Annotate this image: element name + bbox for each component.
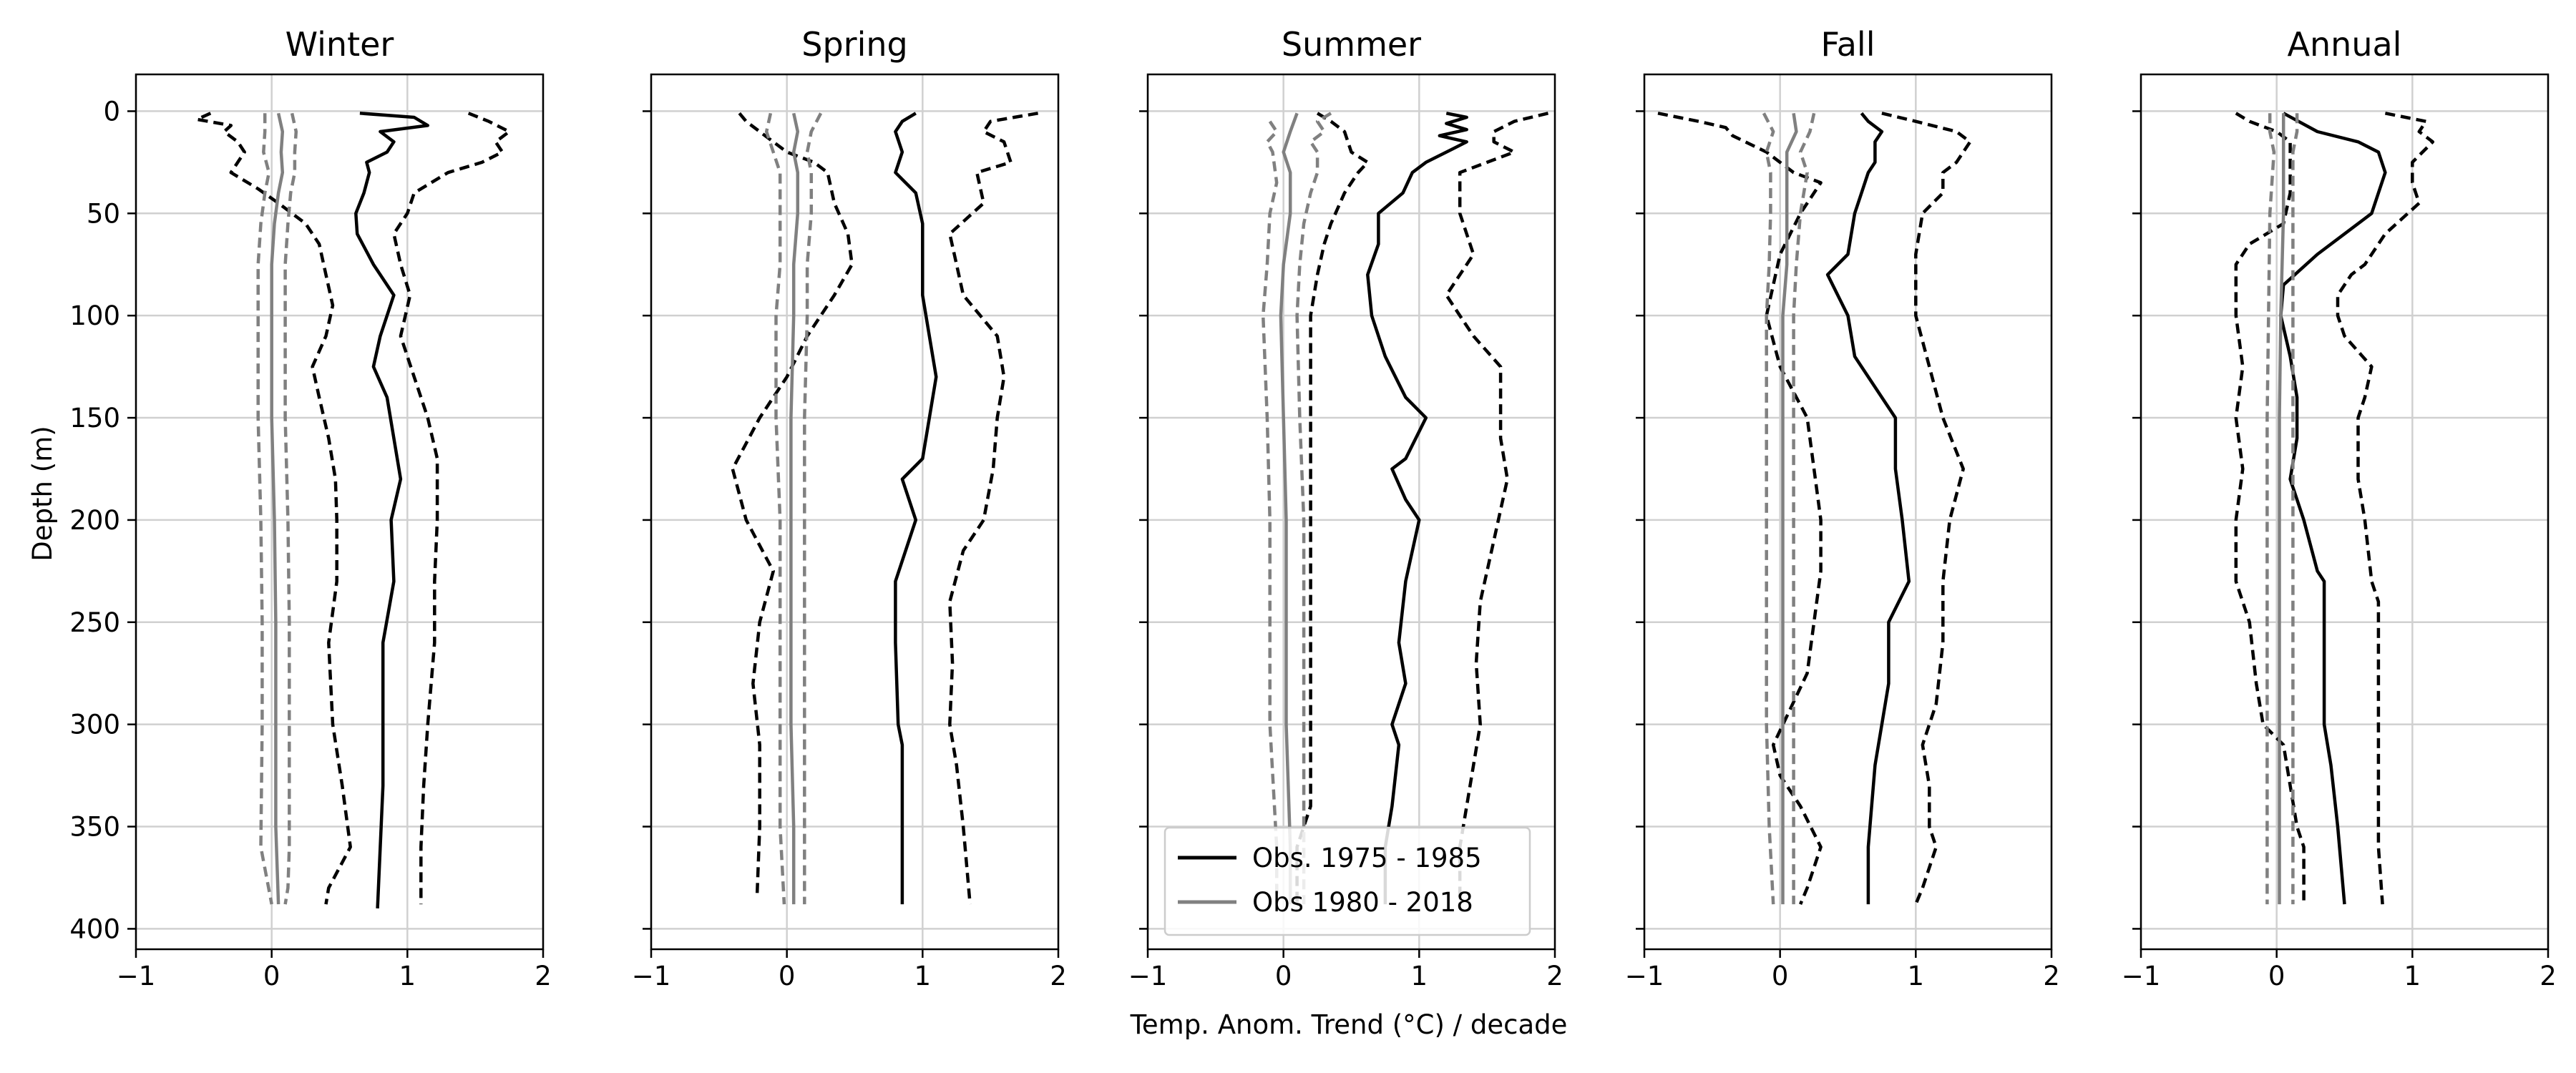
y-tick-label: 350	[69, 812, 120, 843]
series-line-obs-1975-1985-bounds	[195, 112, 352, 905]
panel-winter: −1 0 1 2 0 50 100 150 200 250 300 350 400 Winter	[69, 25, 551, 991]
axes-frame	[650, 73, 1060, 951]
series-line-obs-1980-2018-bounds	[256, 113, 273, 905]
series-line-obs-1975-1985-bounds	[1657, 112, 1823, 905]
axes-frame	[2140, 73, 2550, 951]
x-tick-label: 2	[535, 961, 552, 991]
series-line-obs-1980-2018-bounds	[2291, 113, 2299, 905]
series-line-obs-1975-1985	[1825, 112, 1911, 905]
x-tick-label: 1	[399, 961, 416, 991]
series-line-obs-1980-2018-bounds	[1762, 112, 1775, 905]
series-line-obs-1980-2018	[270, 112, 285, 905]
series-line-obs-1980-2018	[2278, 113, 2285, 905]
panel-summer: −1 0 1 2 Summer Obs. 1975 - 1985 Obs 1980 - 20…	[1128, 25, 1563, 991]
series-line-obs-1980-2018	[1279, 112, 1299, 905]
x-tick-label: 1	[1411, 961, 1428, 991]
y-axis-label: Depth (m)	[27, 426, 58, 561]
axes-frame	[1146, 73, 1556, 951]
x-tick-label: 1	[914, 961, 932, 991]
series-line-obs-1975-1985-bounds	[392, 112, 511, 905]
panel-title-summer: Summer	[1282, 25, 1421, 64]
x-tick-label: 1	[1908, 961, 1925, 991]
legend-box	[1163, 826, 1531, 936]
x-tick-label: −1	[1625, 961, 1664, 991]
series-line-obs-1975-1985-bounds	[731, 112, 854, 898]
series-line-obs-1980-2018-bounds	[2265, 113, 2276, 905]
series-line-obs-1975-1985-bounds	[1881, 112, 1972, 905]
y-tick-label: 300	[69, 710, 120, 740]
x-tick-label: −1	[117, 961, 156, 991]
x-tick-label: 1	[2404, 961, 2421, 991]
series-line-obs-1980-2018	[789, 112, 800, 905]
panel-title-spring: Spring	[801, 25, 907, 64]
x-tick-label: 2	[2043, 961, 2060, 991]
legend-label: Obs. 1975 - 1985	[1252, 843, 1482, 873]
series-line-obs-1980-2018-bounds	[1261, 120, 1279, 905]
series-line-obs-1980-2018-bounds	[764, 112, 786, 905]
axes-frame	[135, 73, 545, 951]
x-tick-label: 0	[1275, 961, 1292, 991]
panel-fall: −1 0 1 2 Fall	[1625, 25, 2060, 991]
series-line-obs-1975-1985-bounds	[2336, 112, 2435, 905]
panel-spring: −1 0 1 2 Spring	[632, 25, 1067, 991]
panel-annual: −1 0 1 2 Annual	[2122, 25, 2557, 991]
series-line-obs-1980-2018-bounds	[803, 112, 823, 905]
x-tick-label: 0	[263, 961, 280, 991]
legend: Obs. 1975 - 1985 Obs 1980 - 2018	[1163, 826, 1531, 936]
series-line-obs-1975-1985-bounds	[2234, 112, 2306, 905]
x-tick-label: −1	[1128, 961, 1168, 991]
x-tick-label: 2	[2540, 961, 2557, 991]
panel-title-winter: Winter	[286, 25, 394, 64]
y-tick-label: 50	[87, 198, 120, 229]
y-tick-label: 250	[69, 607, 120, 638]
series-line-obs-1975-1985	[1366, 112, 1468, 905]
y-tick-label: 100	[69, 300, 120, 331]
x-tick-label: −1	[632, 961, 671, 991]
series-line-obs-1975-1985-bounds	[1295, 112, 1370, 905]
y-tick-label: 150	[69, 403, 120, 433]
series-line-obs-1975-1985	[354, 112, 430, 908]
series-line-obs-1975-1985-bounds	[948, 112, 1038, 905]
panel-title-fall: Fall	[1821, 25, 1875, 64]
x-axis-label: Temp. Anom. Trend (°C) / decade	[1130, 1009, 1568, 1040]
series-line-obs-1980-2018-bounds	[1792, 112, 1816, 905]
series-line-obs-1980-2018-bounds	[283, 112, 298, 905]
panel-title-annual: Annual	[2288, 25, 2402, 64]
series-line-obs-1975-1985	[2279, 112, 2387, 905]
x-tick-label: 2	[1546, 961, 1563, 991]
y-tick-label: 400	[69, 913, 120, 944]
legend-label: Obs 1980 - 2018	[1252, 887, 1473, 918]
y-tick-label: 0	[103, 96, 120, 127]
series-line-obs-1975-1985	[894, 112, 938, 905]
series-line-obs-1975-1985-bounds	[1445, 112, 1549, 905]
series-line-obs-1980-2018-bounds	[1295, 112, 1332, 905]
x-tick-label: 2	[1050, 961, 1067, 991]
x-tick-label: 0	[2268, 961, 2285, 991]
x-tick-label: −1	[2122, 961, 2161, 991]
axes-frame	[1643, 73, 2053, 951]
series-line-obs-1980-2018	[1781, 112, 1798, 905]
x-tick-label: 0	[1772, 961, 1789, 991]
x-tick-label: 0	[779, 961, 796, 991]
y-tick-label: 200	[69, 505, 120, 536]
